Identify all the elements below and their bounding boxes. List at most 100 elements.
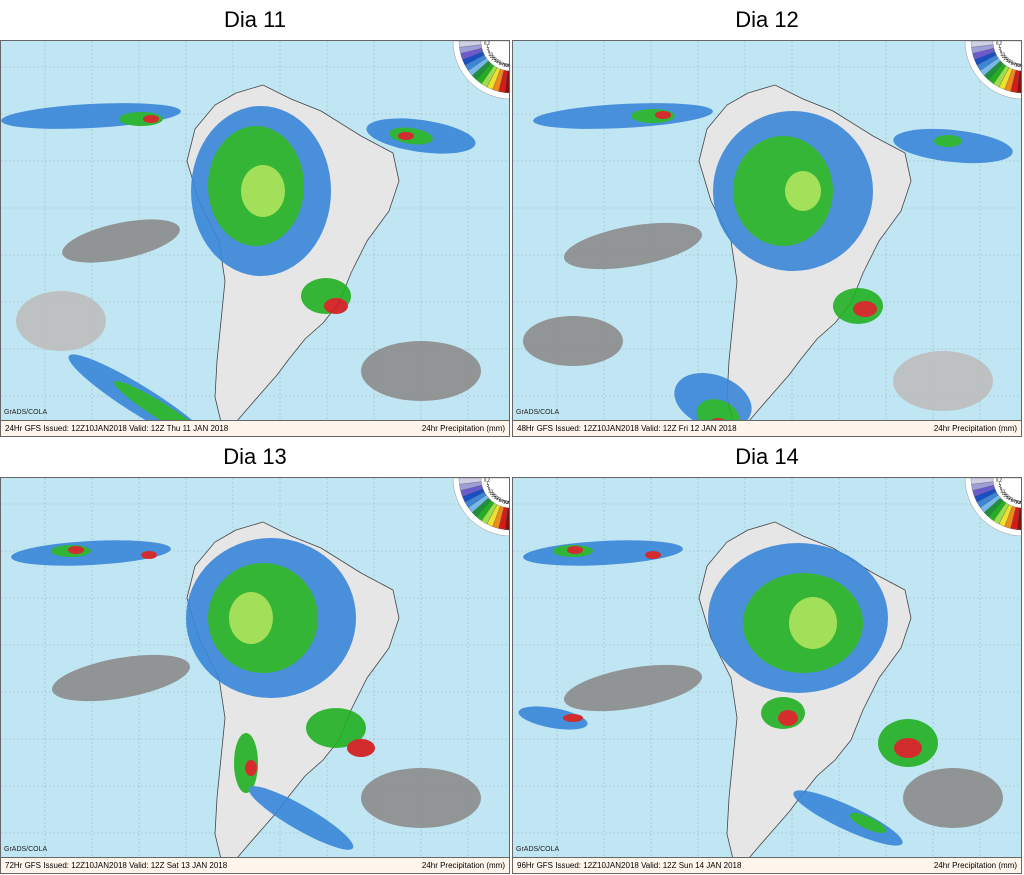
legend-label: 15 xyxy=(1002,491,1008,496)
legend-label: 15 xyxy=(1002,54,1008,59)
precip-cell xyxy=(306,708,366,748)
legend-label: 0.2 xyxy=(484,41,491,45)
legend-label: 2 xyxy=(999,46,1002,51)
precip-cell xyxy=(696,399,740,420)
precip-cell xyxy=(893,351,993,411)
legend-label: 2 xyxy=(999,483,1002,488)
precip-cell xyxy=(16,291,106,351)
legend-label: 150 xyxy=(1018,63,1022,68)
map-footer: 96Hr GFS Issued: 12Z10JAN2018 Valid: 12Z… xyxy=(512,858,1022,874)
legend-label: 5 xyxy=(1000,486,1003,491)
precipitation-legend: 0.212510152030405075100150 xyxy=(964,41,1022,100)
footer-issue-info: 48Hr GFS Issued: 12Z10JAN2018 Valid: 12Z… xyxy=(517,424,737,433)
precip-cell xyxy=(934,135,962,147)
precip-cell xyxy=(645,551,661,559)
legend-label: 1 xyxy=(998,480,1001,485)
legend-label: 1 xyxy=(486,43,489,48)
legend-label: 30 xyxy=(494,495,500,500)
precip-cell xyxy=(523,316,623,366)
precip-cell xyxy=(733,136,833,246)
map-footer: 48Hr GFS Issued: 12Z10JAN2018 Valid: 12Z… xyxy=(512,421,1022,437)
precip-cell xyxy=(114,381,208,420)
panel-title: Dia 13 xyxy=(223,444,287,469)
precipitation-map: 0.212510152030405075100150 GrADS/COLA xyxy=(0,40,510,421)
precip-cell xyxy=(903,768,1003,828)
legend-label: 1 xyxy=(486,480,489,485)
precip-cell xyxy=(229,592,273,644)
legend-label: 150 xyxy=(506,63,510,68)
panel-title: Dia 14 xyxy=(735,444,799,469)
legend-label: 100 xyxy=(1015,500,1022,505)
footer-variable: 24hr Precipitation (mm) xyxy=(421,861,505,870)
legend-label: 10 xyxy=(1000,488,1006,493)
map-svg: 0.212510152030405075100150 xyxy=(1,41,510,420)
legend-label: 100 xyxy=(503,500,510,505)
legend-label: 10 xyxy=(1000,51,1006,56)
legend-label: 40 xyxy=(496,60,502,65)
legend-label: 10 xyxy=(488,51,494,56)
precip-cell xyxy=(563,664,703,712)
precip-cell xyxy=(241,165,285,217)
map-svg: 0.212510152030405075100150 xyxy=(513,478,1022,857)
legend-color-segment xyxy=(970,478,994,485)
precip-cell xyxy=(361,768,481,828)
precip-cell xyxy=(563,714,583,722)
precip-cell xyxy=(234,733,258,793)
precip-cell xyxy=(849,812,887,834)
precip-cell xyxy=(533,103,713,129)
footer-variable: 24hr Precipitation (mm) xyxy=(933,861,1017,870)
precip-cell xyxy=(62,219,180,263)
precip-cell xyxy=(567,546,583,554)
legend-label: 20 xyxy=(492,493,498,498)
precip-cell xyxy=(563,222,703,270)
legend-label: 75 xyxy=(1013,62,1019,67)
precipitation-map: 0.212510152030405075100150 GrADS/COLA xyxy=(512,477,1022,858)
footer-variable: 24hr Precipitation (mm) xyxy=(933,424,1017,433)
precipitation-legend: 0.212510152030405075100150 xyxy=(452,41,510,100)
precipitation-legend: 0.212510152030405075100150 xyxy=(452,478,510,537)
precip-cell xyxy=(518,706,588,730)
legend-label: 150 xyxy=(1018,500,1022,505)
map-svg: 0.212510152030405075100150 xyxy=(513,41,1022,420)
map-footer: 72Hr GFS Issued: 12Z10JAN2018 Valid: 12Z… xyxy=(0,858,510,874)
precip-cell xyxy=(789,597,837,649)
legend-label: 2 xyxy=(487,483,490,488)
precip-cell xyxy=(68,546,84,554)
precip-cell xyxy=(248,786,354,850)
precipitation-field xyxy=(523,103,1013,420)
legend-label: 150 xyxy=(506,500,510,505)
map-svg: 0.212510152030405075100150 xyxy=(1,478,510,857)
legend-label: 15 xyxy=(490,491,496,496)
legend-color-segment xyxy=(458,478,482,485)
legend-color-segment xyxy=(458,41,482,48)
legend-label: 75 xyxy=(1013,499,1019,504)
legend-label: 100 xyxy=(1015,63,1022,68)
footer-issue-info: 96Hr GFS Issued: 12Z10JAN2018 Valid: 12Z… xyxy=(517,861,742,870)
precip-cell xyxy=(894,738,922,758)
precip-cell xyxy=(785,171,821,211)
precipitation-map: 0.212510152030405075100150 GrADS/COLA xyxy=(512,40,1022,421)
precip-cell xyxy=(324,298,348,314)
precip-cell xyxy=(361,341,481,401)
map-footer: 24Hr GFS Issued: 12Z10JAN2018 Valid: 12Z… xyxy=(0,421,510,437)
legend-label: 20 xyxy=(1004,56,1010,61)
precip-cell xyxy=(778,710,798,726)
legend-label: 40 xyxy=(496,497,502,502)
precip-cell xyxy=(245,760,257,776)
precip-cell xyxy=(398,132,414,140)
precipitation-map: 0.212510152030405075100150 GrADS/COLA xyxy=(0,477,510,858)
precip-cell xyxy=(11,540,171,566)
legend-label: 30 xyxy=(1006,495,1012,500)
precipitation-field xyxy=(11,538,481,850)
panel-title: Dia 12 xyxy=(735,7,799,32)
legend-label: 20 xyxy=(492,56,498,61)
precip-cell xyxy=(347,739,375,757)
legend-label: 5 xyxy=(1000,49,1003,54)
legend-label: 100 xyxy=(503,63,510,68)
legend-label: 0.2 xyxy=(996,478,1003,482)
precip-cell xyxy=(51,654,191,702)
grads-watermark: GrADS/COLA xyxy=(4,409,48,416)
legend-color-segment xyxy=(970,41,994,48)
precip-cell xyxy=(143,115,159,123)
panel-title: Dia 11 xyxy=(224,7,286,32)
